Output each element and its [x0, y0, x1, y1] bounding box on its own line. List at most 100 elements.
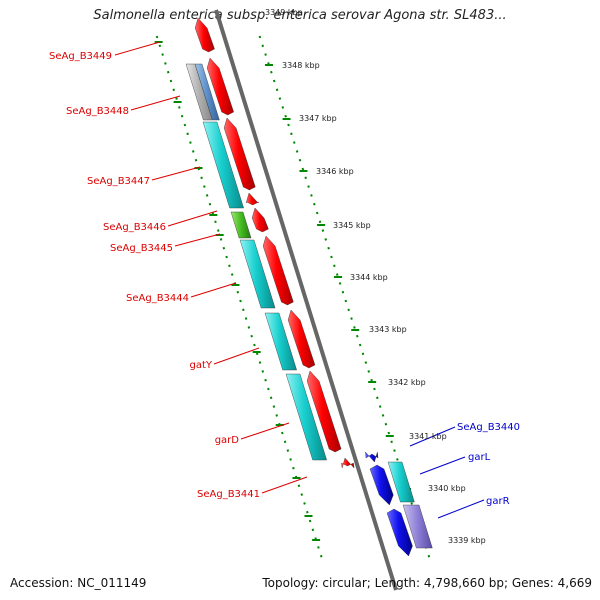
- minor-tick: [161, 53, 164, 56]
- gene-label[interactable]: garR: [486, 496, 510, 507]
- minor-tick: [306, 510, 309, 514]
- minor-tick: [253, 343, 256, 347]
- accession-text: Accession: NC_011149: [10, 576, 147, 590]
- genome-backbone: [214, 9, 398, 591]
- minor-tick: [310, 194, 313, 197]
- gene-label[interactable]: SeAg_B3448: [66, 106, 129, 117]
- gene-label[interactable]: SeAg_B3449: [49, 51, 112, 62]
- minor-tick: [272, 79, 276, 83]
- reverse-gene-arrow: [386, 508, 413, 557]
- minor-tick: [376, 396, 379, 400]
- minor-tick: [381, 414, 385, 417]
- minor-tick: [228, 264, 231, 268]
- minor-tick: [239, 299, 242, 303]
- gene-label[interactable]: SeAg_B3445: [110, 243, 173, 254]
- kbp-label: 3349 kbp: [265, 8, 303, 17]
- kbp-label: 3341 kbp: [409, 432, 447, 441]
- minor-tick: [284, 114, 287, 118]
- minor-tick: [244, 317, 248, 320]
- minor-tick: [393, 449, 396, 452]
- minor-tick: [214, 220, 217, 224]
- feature-segment: [194, 63, 220, 121]
- gene-label[interactable]: SeAg_B3447: [87, 176, 150, 187]
- minor-tick: [292, 466, 295, 470]
- feature-segment: [264, 312, 297, 371]
- minor-tick: [324, 238, 328, 241]
- minor-tick: [258, 361, 262, 364]
- minor-tick: [178, 106, 181, 109]
- minor-tick: [267, 387, 270, 391]
- minor-tick: [264, 378, 267, 382]
- minor-tick: [270, 70, 273, 74]
- minor-tick: [219, 238, 223, 241]
- kbp-label: 3339 kbp: [448, 536, 486, 545]
- minor-tick: [327, 246, 330, 250]
- left-tick-ring: [154, 35, 323, 558]
- minor-tick: [208, 202, 212, 206]
- gene-label[interactable]: gatY: [189, 360, 212, 371]
- gene-label[interactable]: SeAg_B3444: [126, 293, 189, 304]
- forward-gene-arrow: [306, 370, 342, 453]
- minor-tick: [261, 44, 265, 48]
- minor-tick: [169, 79, 173, 83]
- leader-line: [213, 347, 260, 365]
- gene-label[interactable]: garL: [468, 452, 491, 463]
- forward-gene-arrow: [262, 235, 294, 306]
- feature-segment: [285, 373, 327, 461]
- gene-label[interactable]: SeAg_B3446: [103, 222, 166, 233]
- minor-tick: [261, 370, 265, 373]
- minor-tick: [289, 458, 292, 461]
- kbp-label: 3346 kbp: [316, 167, 354, 176]
- forward-gene-arrow: [194, 17, 215, 53]
- feature-segment: [387, 461, 415, 503]
- feature-segment: [239, 239, 276, 309]
- minor-tick: [321, 229, 325, 232]
- minor-tick: [301, 167, 305, 171]
- minor-tick: [335, 273, 339, 276]
- minor-tick: [350, 317, 353, 320]
- minor-tick: [203, 185, 206, 188]
- leader-line: [151, 166, 201, 181]
- minor-tick: [200, 176, 203, 180]
- minor-tick: [311, 528, 315, 532]
- gene-label[interactable]: SeAg_B3441: [197, 489, 260, 500]
- leader-line: [114, 41, 161, 56]
- minor-tick: [353, 326, 356, 329]
- minor-tick: [373, 387, 376, 391]
- minor-tick: [390, 440, 393, 444]
- minor-tick: [292, 141, 296, 144]
- minor-tick: [225, 255, 228, 259]
- minor-tick: [186, 132, 189, 136]
- minor-tick: [194, 158, 198, 162]
- minor-tick: [303, 502, 306, 505]
- minor-tick: [410, 502, 413, 505]
- leader-line: [240, 422, 290, 440]
- forward-gene-arrow: [206, 57, 234, 116]
- feature-segment: [402, 504, 433, 549]
- feature-segment: [202, 121, 244, 209]
- gene-features: [185, 17, 433, 557]
- minor-tick: [297, 484, 301, 488]
- minor-tick: [258, 35, 262, 39]
- minor-tick: [364, 361, 368, 364]
- forward-gene-arrow: [341, 457, 355, 469]
- minor-tick: [286, 449, 290, 452]
- topology-text: Topology: circular; Length: 4,798,660 bp…: [262, 576, 592, 590]
- minor-tick: [387, 431, 391, 435]
- minor-tick: [304, 176, 307, 180]
- gene-label[interactable]: garD: [215, 435, 240, 446]
- minor-tick: [358, 343, 362, 347]
- minor-tick: [290, 132, 293, 136]
- leader-line: [261, 476, 308, 494]
- kbp-label: 3342 kbp: [388, 378, 426, 387]
- leader-line: [167, 210, 218, 227]
- minor-tick: [189, 141, 192, 144]
- minor-tick: [255, 352, 259, 356]
- minor-tick: [175, 97, 178, 100]
- minor-tick: [344, 299, 348, 303]
- leader-line: [419, 456, 466, 475]
- minor-tick: [396, 458, 399, 461]
- gene-label[interactable]: SeAg_B3440: [457, 422, 520, 433]
- minor-tick: [250, 334, 253, 338]
- minor-tick: [283, 440, 287, 444]
